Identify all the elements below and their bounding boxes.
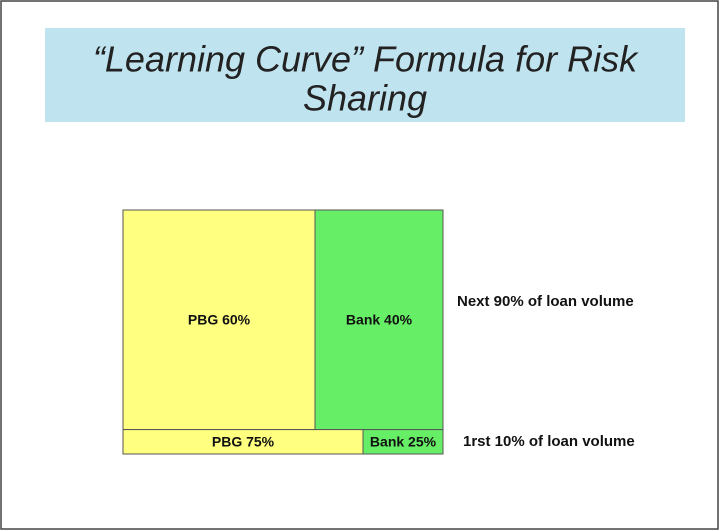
row-label: 1rst 10% of loan volume: [463, 433, 635, 450]
row-label: Next 90% of loan volume: [457, 293, 634, 310]
segment: [314, 209, 444, 431]
title-line: “Learning Curve” Formula for Risk: [93, 39, 639, 80]
title-band: [45, 28, 685, 122]
segment-label: PBG 75%: [212, 434, 275, 450]
title-line: Sharing: [303, 78, 427, 119]
segment: [362, 429, 444, 455]
segment-label: PBG 60%: [188, 312, 251, 328]
segment: [122, 429, 364, 455]
segment-label: Bank 40%: [346, 312, 413, 328]
segment: [122, 209, 316, 431]
segment-label: Bank 25%: [370, 434, 437, 450]
